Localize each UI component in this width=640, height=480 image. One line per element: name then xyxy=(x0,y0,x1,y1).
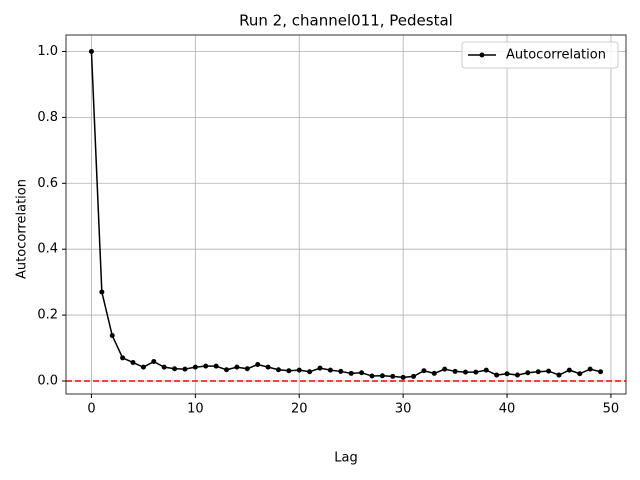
data-point xyxy=(546,368,552,374)
data-point xyxy=(307,369,313,375)
data-point xyxy=(265,364,271,370)
data-point xyxy=(109,333,115,339)
data-point xyxy=(182,366,188,372)
data-point xyxy=(120,355,126,361)
x-tick-label: 30 xyxy=(395,402,412,417)
data-point xyxy=(99,289,105,295)
data-point xyxy=(140,364,146,370)
x-axis-label: Lag xyxy=(334,451,357,466)
data-point xyxy=(224,367,230,373)
data-point xyxy=(390,373,396,379)
data-point xyxy=(359,370,365,376)
x-tick-label: 50 xyxy=(603,402,620,417)
x-tick-label: 10 xyxy=(187,402,204,417)
data-point xyxy=(473,369,479,375)
data-point xyxy=(577,371,583,377)
data-point xyxy=(130,360,136,366)
data-point xyxy=(327,367,333,373)
data-point xyxy=(286,368,292,374)
data-point xyxy=(421,368,427,374)
data-point xyxy=(411,373,417,379)
data-point xyxy=(452,368,458,374)
data-point xyxy=(369,373,375,379)
data-point xyxy=(234,364,240,370)
legend-label: Autocorrelation xyxy=(506,48,606,63)
data-point xyxy=(462,369,468,375)
data-point xyxy=(483,367,489,373)
data-point xyxy=(494,372,500,378)
data-point xyxy=(161,364,167,370)
y-axis-label: Autocorrelation xyxy=(15,179,30,279)
data-point xyxy=(203,363,209,369)
legend-marker xyxy=(479,52,485,58)
data-point xyxy=(213,363,219,369)
data-point xyxy=(587,366,593,372)
data-point xyxy=(244,366,250,372)
data-point xyxy=(525,370,531,376)
data-point xyxy=(317,365,323,371)
legend-box xyxy=(461,41,619,69)
data-point xyxy=(348,370,354,376)
data-point xyxy=(431,370,437,376)
y-tick-label: 0.0 xyxy=(37,373,58,388)
data-point xyxy=(379,373,385,379)
x-tick-label: 40 xyxy=(499,402,516,417)
chart-title: Run 2, channel011, Pedestal xyxy=(239,12,453,30)
y-tick-label: 0.2 xyxy=(37,308,58,323)
data-point xyxy=(275,367,281,373)
data-point xyxy=(504,371,510,377)
data-point xyxy=(400,374,406,380)
data-point xyxy=(514,372,520,378)
data-point xyxy=(556,372,562,378)
plot-frame xyxy=(65,34,627,395)
data-point xyxy=(172,366,178,372)
data-point xyxy=(255,362,261,368)
y-tick-label: 0.6 xyxy=(37,176,58,191)
data-point xyxy=(151,359,157,365)
data-point xyxy=(535,369,541,375)
y-tick-label: 1.0 xyxy=(37,44,58,59)
data-point xyxy=(296,367,302,373)
data-point xyxy=(442,366,448,372)
data-point xyxy=(338,368,344,374)
data-point xyxy=(598,369,604,375)
y-tick-label: 0.4 xyxy=(37,242,58,257)
x-tick-label: 20 xyxy=(291,402,308,417)
y-tick-label: 0.8 xyxy=(37,110,58,125)
data-point xyxy=(88,48,94,54)
data-point xyxy=(192,364,198,370)
x-tick-label: 0 xyxy=(87,402,95,417)
data-point xyxy=(566,367,572,373)
